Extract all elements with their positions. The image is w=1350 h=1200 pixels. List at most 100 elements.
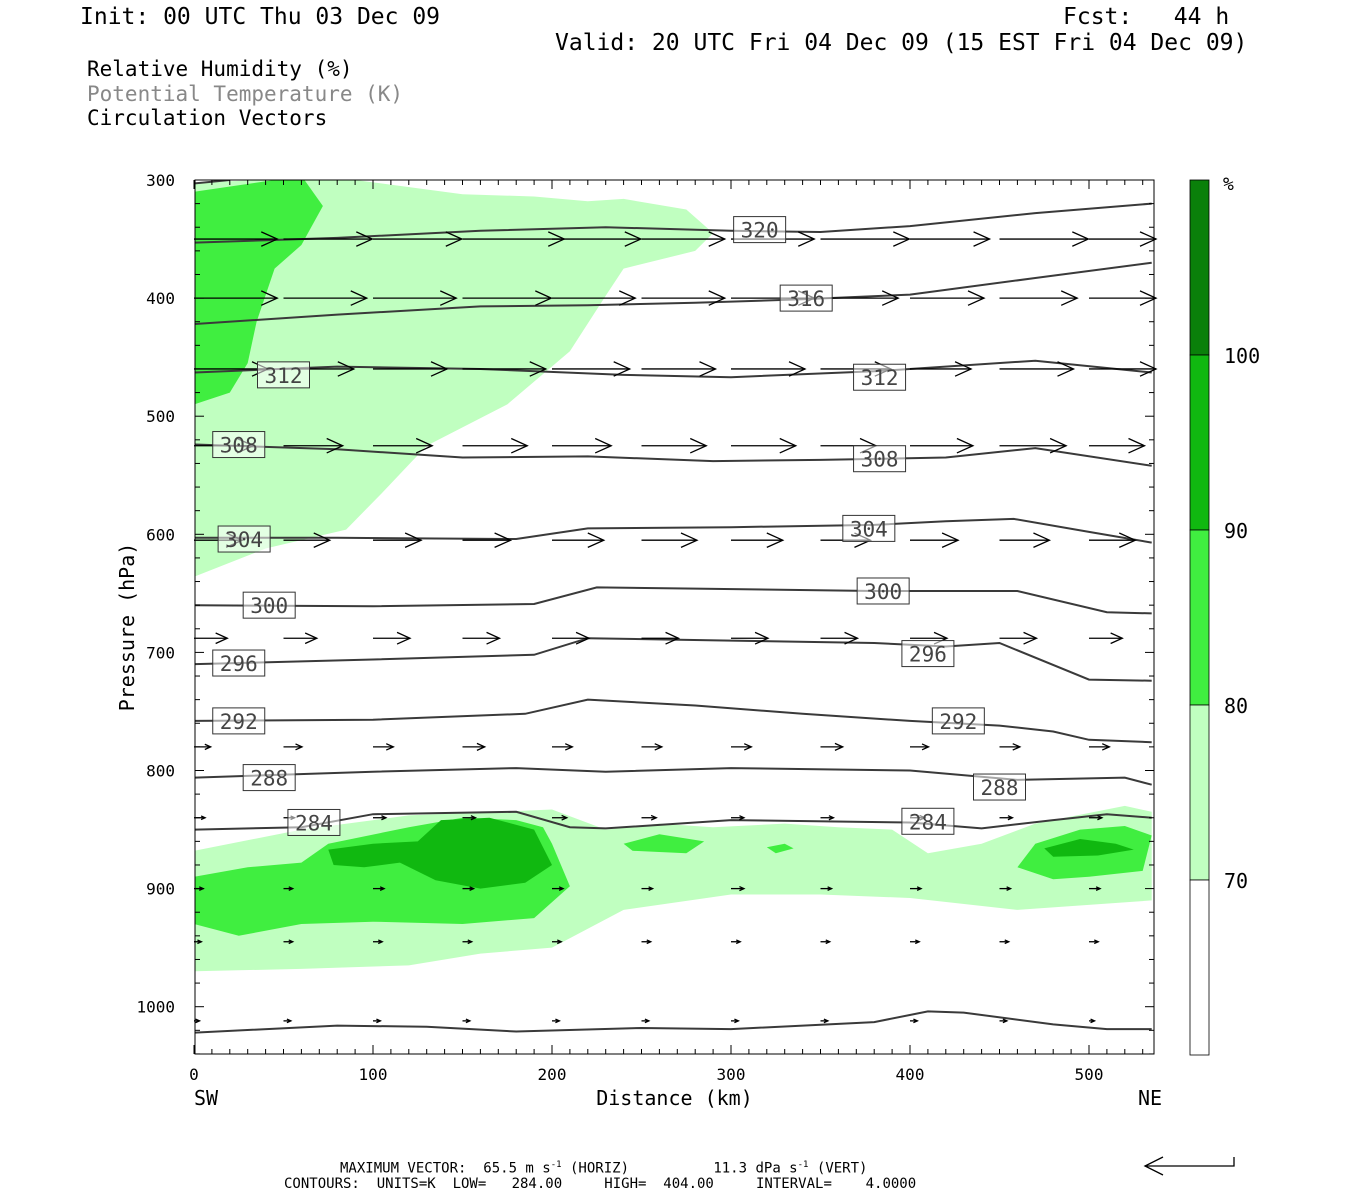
x-tick-label: 100 xyxy=(359,1065,388,1084)
circulation-vector-head xyxy=(385,743,395,751)
circulation-vector-head xyxy=(1060,290,1079,306)
circulation-vector-head xyxy=(825,939,832,945)
circulation-vector-head xyxy=(529,361,548,377)
circulation-vector-head xyxy=(1101,743,1111,751)
theta-contour-line xyxy=(195,443,1152,467)
theta-label-box xyxy=(901,807,955,835)
circulation-vector-head xyxy=(1033,532,1052,548)
circulation-vector-head xyxy=(535,290,553,306)
x-tick-label: 300 xyxy=(717,1065,746,1084)
max-vector-horiz-label: (HORIZ) xyxy=(570,1160,630,1177)
max-vector-vert-value: 11.3 dPa s xyxy=(713,1160,798,1177)
circulation-vector-head xyxy=(381,815,388,821)
circulation-vector-head xyxy=(337,361,356,377)
legend-potential-temperature: Potential Temperature (K) xyxy=(87,82,404,106)
theta-label-box xyxy=(212,649,266,677)
circulation-vector-head xyxy=(564,743,574,751)
circulation-vector-head xyxy=(379,886,386,891)
y-tick-label: 400 xyxy=(146,289,175,308)
circulation-vector-head xyxy=(913,1018,919,1024)
circulation-vector-head xyxy=(973,231,992,247)
colorbar-segment xyxy=(1189,879,1210,1056)
theta-label-box xyxy=(901,640,955,668)
circulation-vector-head xyxy=(200,815,207,821)
theta-contour-label: 304 xyxy=(225,528,263,552)
circulation-vector-head xyxy=(844,631,860,645)
theta-contour-label: 308 xyxy=(220,434,258,458)
circulation-vector-head xyxy=(313,532,332,548)
circulation-vector-head xyxy=(699,361,718,377)
theta-contour-label: 288 xyxy=(981,776,1019,800)
circulation-vector-head xyxy=(1139,361,1158,377)
theta-contour-line xyxy=(195,637,1152,682)
circulation-vector-head xyxy=(404,532,423,548)
circulation-vector-head xyxy=(823,1018,830,1024)
theta-label-box xyxy=(212,431,266,459)
circulation-vector-head xyxy=(834,742,845,751)
circulation-vector-head xyxy=(613,361,632,377)
circulation-vector-head xyxy=(665,631,681,645)
colorbar-unit: % xyxy=(1223,174,1234,195)
circulation-vector-head xyxy=(766,532,785,548)
x-tick-label: 400 xyxy=(896,1065,925,1084)
theta-label-box xyxy=(212,707,266,735)
init-time: Init: 00 UTC Thu 03 Dec 09 xyxy=(80,4,441,30)
theta-label-box xyxy=(257,361,310,389)
circulation-vector-head xyxy=(494,532,513,548)
theta-contour-label: 304 xyxy=(850,517,888,541)
circulation-vector-head xyxy=(575,631,591,645)
colorbar-level-label: 70 xyxy=(1224,869,1248,893)
circulation-vector-head xyxy=(1097,815,1104,821)
colorbar-segment xyxy=(1189,529,1210,706)
theta-label-box xyxy=(853,363,907,391)
circulation-vector-head xyxy=(827,886,834,891)
circulation-vector-head xyxy=(708,231,727,247)
theta-contour-label: 300 xyxy=(250,594,288,618)
circulation-vector-head xyxy=(1006,886,1013,891)
circulation-vector-head xyxy=(469,886,476,891)
theta-label-box xyxy=(242,764,296,792)
circulation-vector-head xyxy=(914,939,921,945)
circulation-vector-head xyxy=(377,939,384,945)
ne-label: NE xyxy=(1138,1086,1162,1110)
theta-contour-line xyxy=(195,261,1152,326)
x-axis-title: Distance (km) xyxy=(596,1086,753,1110)
circulation-vector-head xyxy=(215,632,229,645)
theta-contour-label: 296 xyxy=(909,643,947,667)
circulation-vector-head xyxy=(204,743,213,751)
contours-footer: CONTOURS: UNITS=K LOW= 284.00 HIGH= 404.… xyxy=(284,1176,917,1192)
circulation-vector-head xyxy=(735,939,742,945)
rh-region-80-4 xyxy=(623,834,705,854)
y-tick-label: 700 xyxy=(146,643,175,662)
circulation-vector-head xyxy=(558,886,565,891)
rh-region-80-1 xyxy=(195,180,323,405)
circulation-vector-head xyxy=(797,231,816,247)
circulation-vector-head xyxy=(465,1018,472,1024)
theta-label-box xyxy=(856,577,910,605)
circulation-vector-head xyxy=(556,939,563,945)
circulation-vector-head xyxy=(654,743,664,751)
theta-contour-label: 308 xyxy=(861,448,899,472)
theta-contour-label: 284 xyxy=(295,811,333,835)
circulation-vector-head xyxy=(260,231,279,247)
theta-contour-label: 292 xyxy=(939,710,977,734)
theta-contour-label: 312 xyxy=(265,364,303,388)
circulation-vector-head xyxy=(286,1018,293,1024)
legend-circulation-vectors: Circulation Vectors xyxy=(87,106,328,130)
circulation-vector-head xyxy=(743,743,753,751)
circulation-vector-head xyxy=(396,631,412,645)
circulation-vector-head xyxy=(739,885,746,892)
rh-region-90-8 xyxy=(1044,839,1134,857)
y-tick-label: 1000 xyxy=(136,998,175,1017)
theta-label-box xyxy=(973,773,1026,801)
colorbar-level-label: 90 xyxy=(1224,519,1248,543)
valid-time: Valid: 20 UTC Fri 04 Dec 09 (15 EST Fri … xyxy=(555,30,1248,56)
circulation-vector-head xyxy=(921,743,931,751)
circulation-vector-head xyxy=(430,361,449,377)
rh-region-90-7 xyxy=(328,817,552,889)
circulation-vector-head xyxy=(680,532,699,548)
circulation-vector-head xyxy=(779,437,798,454)
circulation-vector-head xyxy=(288,939,295,945)
circulation-vector-head xyxy=(941,532,960,548)
